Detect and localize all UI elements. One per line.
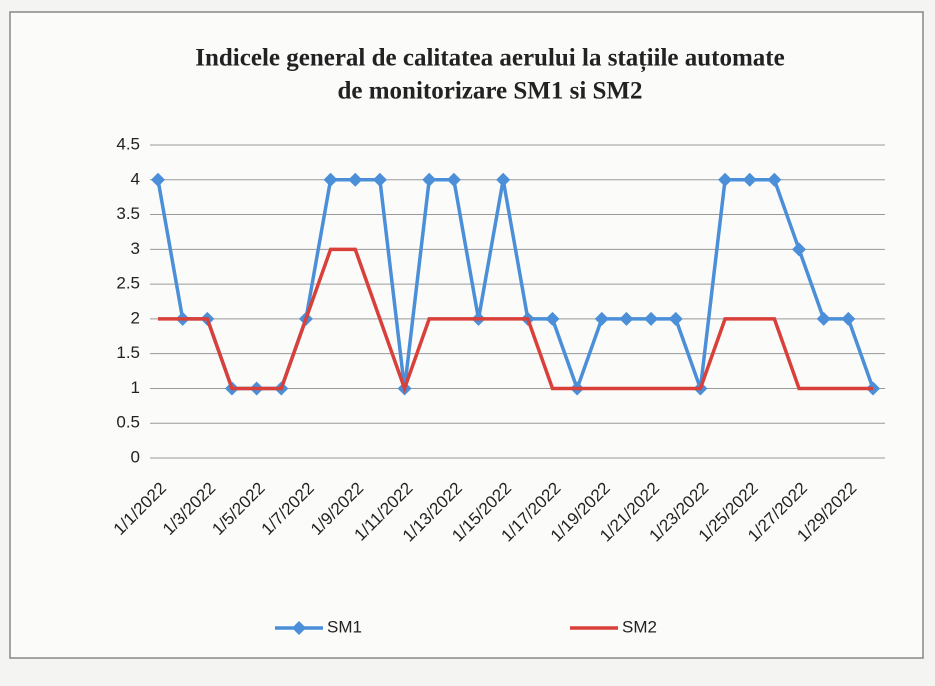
data-point (792, 242, 807, 257)
y-tick-label: 1.5 (116, 343, 140, 362)
data-point (742, 172, 757, 187)
data-point (323, 172, 338, 187)
series-line (158, 247, 873, 394)
chart-frame (9, 11, 924, 659)
legend-marker (292, 621, 306, 635)
data-point (767, 172, 782, 187)
data-point (619, 311, 634, 326)
legend-label: SM1 (327, 617, 362, 636)
y-tick-label: 4 (131, 169, 140, 188)
data-point (816, 311, 831, 326)
y-tick-label: 4.5 (116, 134, 140, 153)
data-point (151, 172, 165, 187)
data-point (545, 311, 560, 326)
data-point (372, 172, 387, 187)
legend-label: SM2 (622, 617, 657, 636)
data-point (594, 311, 609, 326)
y-tick-label: 2 (131, 308, 140, 327)
chart-title: de monitorizare SM1 si SM2 (337, 78, 642, 105)
data-point (668, 311, 683, 326)
data-point (348, 172, 363, 187)
data-point (644, 311, 659, 326)
y-tick-label: 0.5 (116, 413, 140, 432)
y-tick-label: 3.5 (116, 204, 140, 223)
data-point (718, 172, 733, 187)
data-point (496, 172, 511, 187)
y-tick-label: 1 (131, 378, 140, 397)
y-tick-label: 2.5 (116, 274, 140, 293)
y-tick-label: 3 (131, 239, 140, 258)
data-point (841, 311, 856, 326)
data-point (446, 172, 461, 187)
chart-title: Indicele general de calitatea aerului la… (195, 45, 784, 73)
data-point (422, 172, 437, 187)
y-tick-label: 0 (131, 447, 140, 466)
